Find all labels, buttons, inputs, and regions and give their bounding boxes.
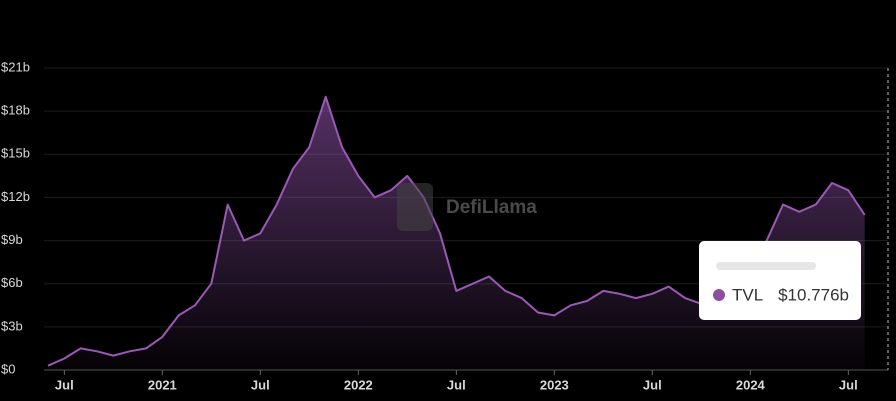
watermark-text: DefiLlama: [446, 197, 537, 218]
y-tick-label: $0: [1, 361, 15, 376]
y-tick-label: $12b: [1, 189, 30, 204]
watermark-logo: [397, 183, 433, 231]
x-tick-label: Jul: [55, 377, 74, 392]
tooltip-series: TVL: [732, 285, 763, 304]
x-tick-label: Jul: [251, 377, 270, 392]
tooltip: TVL $10.776b: [699, 241, 861, 320]
tooltip-box: [699, 241, 861, 320]
x-tick-label: Jul: [447, 377, 466, 392]
x-tick-label: Jul: [839, 377, 858, 392]
area: [48, 96, 865, 371]
y-tick-label: $15b: [1, 146, 30, 161]
tooltip-value: $10.776b: [778, 285, 849, 304]
x-tick-label: 2023: [540, 377, 569, 392]
x-tick-label: 2024: [736, 377, 766, 392]
tooltip-date-blur: [716, 262, 816, 270]
y-tick-label: $9b: [1, 232, 23, 247]
y-tick-label: $21b: [1, 59, 30, 74]
x-tick-label: 2022: [344, 377, 373, 392]
watermark: DefiLlama: [397, 183, 537, 231]
tooltip-swatch: [713, 289, 725, 301]
x-tick-label: Jul: [643, 377, 662, 392]
y-tick-label: $6b: [1, 275, 23, 290]
y-tick-label: $3b: [1, 318, 23, 333]
y-tick-label: $18b: [1, 103, 30, 118]
x-tick-label: 2021: [148, 377, 177, 392]
